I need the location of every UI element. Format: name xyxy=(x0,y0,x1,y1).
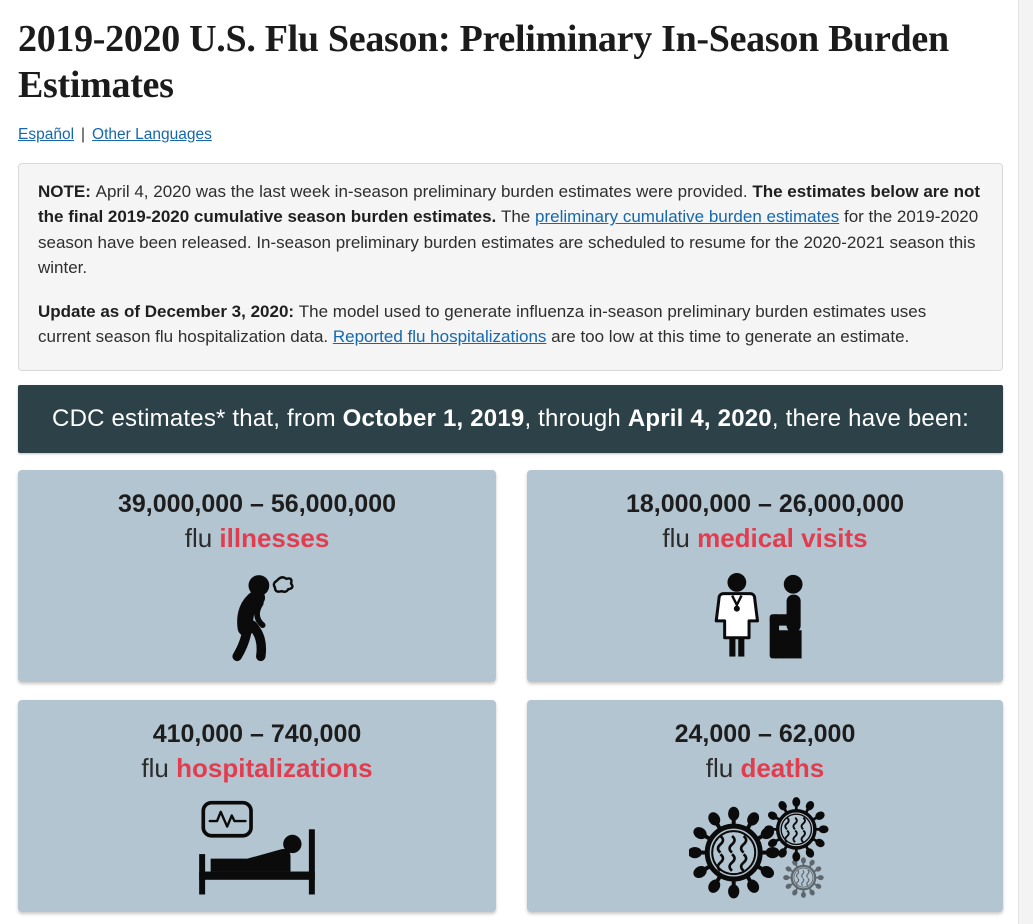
sick-person-icon xyxy=(18,560,496,678)
stat-label: flu hospitalizations xyxy=(18,752,496,785)
stat-card-hospitalizations: 410,000 – 740,000 flu hospitalizations xyxy=(18,699,496,912)
stat-label: flu illnesses xyxy=(18,522,496,555)
stat-range: 24,000 – 62,000 xyxy=(674,719,856,748)
stat-card-medical-visits: 18,000,000 – 26,000,000 flu medical visi… xyxy=(527,469,1003,682)
note-box: NOTE: April 4, 2020 was the last week in… xyxy=(18,162,1003,371)
stat-term: medical visits xyxy=(697,522,868,553)
update-label: Update as of December 3, 2020: xyxy=(38,301,299,321)
note-paragraph-2: Update as of December 3, 2020: The model… xyxy=(38,299,983,350)
estimates-banner: CDC estimates* that, from October 1, 201… xyxy=(18,384,1003,453)
stat-prefix: flu xyxy=(662,522,690,553)
note-text: The xyxy=(500,207,535,227)
banner-end-date: April 4, 2020 xyxy=(627,404,772,432)
note-bold-text: The estimates below are not the final 20… xyxy=(38,181,981,227)
stat-term: illnesses xyxy=(219,522,330,553)
banner-text: CDC estimates* that, from October 1, 201… xyxy=(52,405,969,433)
note-paragraph-1: NOTE: April 4, 2020 was the last week in… xyxy=(38,179,983,281)
stat-prefix: flu xyxy=(705,752,734,783)
preliminary-cumulative-burden-estimates-link[interactable]: preliminary cumulative burden estimates xyxy=(535,207,840,227)
hospital-bed-icon xyxy=(18,790,496,908)
note-text: April 4, 2020 was the last week in-seaso… xyxy=(95,181,753,201)
banner-start-date: October 1, 2019 xyxy=(342,404,525,432)
stat-range: 18,000,000 – 26,000,000 xyxy=(625,489,905,518)
other-languages-link[interactable]: Other Languages xyxy=(92,125,212,143)
banner-segment: , through xyxy=(524,404,628,432)
note-text: for the 2019-2020 season have been relea… xyxy=(38,207,979,278)
stat-range: 39,000,000 – 56,000,000 xyxy=(117,489,397,518)
stat-range: 410,000 – 740,000 xyxy=(152,719,362,748)
stat-card-illnesses: 39,000,000 – 56,000,000 flu illnesses xyxy=(18,469,496,682)
doctor-patient-icon xyxy=(527,560,1003,678)
page-title: 2019-2020 U.S. Flu Season: Preliminary I… xyxy=(18,18,949,107)
stat-label: flu medical visits xyxy=(527,522,1003,555)
vertical-scrollbar[interactable] xyxy=(1018,0,1033,924)
reported-flu-hospitalizations-link[interactable]: Reported flu hospitalizations xyxy=(332,327,547,347)
page-content: 2019-2020 U.S. Flu Season: Preliminary I… xyxy=(18,0,1003,912)
banner-segment: CDC estimates* that, from xyxy=(52,404,343,432)
stat-card-deaths: 24,000 – 62,000 flu deaths xyxy=(527,699,1003,912)
note-text: The model used to generate influenza in-… xyxy=(38,301,927,347)
stat-prefix: flu xyxy=(141,752,169,783)
language-separator: | xyxy=(81,125,86,143)
virus-icon xyxy=(527,790,1003,908)
note-label: NOTE: xyxy=(38,181,96,201)
stat-term: deaths xyxy=(740,752,825,783)
stat-label: flu deaths xyxy=(527,752,1003,785)
espanol-link[interactable]: Español xyxy=(18,125,75,143)
burden-cards-grid: 39,000,000 – 56,000,000 flu illnesses xyxy=(18,469,1003,912)
stat-term: hospitalizations xyxy=(176,752,373,783)
stat-prefix: flu xyxy=(184,522,213,553)
language-links: Español | Other Languages xyxy=(18,126,1003,144)
banner-segment: , there have been: xyxy=(771,404,969,432)
note-text: are too low at this time to generate an … xyxy=(546,327,910,347)
